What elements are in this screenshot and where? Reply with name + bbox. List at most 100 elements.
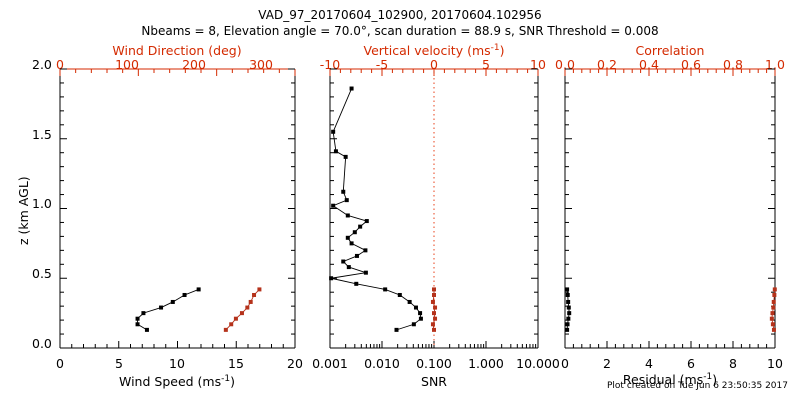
corr-tick-3: 0.6	[681, 57, 701, 72]
data-point	[245, 305, 250, 310]
data-point	[566, 316, 571, 321]
series-residual	[565, 287, 572, 332]
data-point	[345, 235, 350, 240]
data-point	[141, 311, 146, 316]
corr-tick-2: 0.4	[639, 57, 659, 72]
data-point	[432, 287, 436, 292]
resid-tick-1: 2	[603, 356, 611, 371]
y-tick-0: 0.0	[32, 336, 52, 351]
corr-tick-5: 1.0	[765, 57, 785, 72]
data-point	[565, 322, 570, 327]
data-point	[363, 248, 368, 253]
data-point	[566, 299, 571, 304]
data-point	[771, 327, 776, 332]
resid-tick-4: 8	[729, 356, 737, 371]
data-point	[333, 149, 338, 154]
panel-snr-bottom-axis-label: SNR	[421, 374, 447, 389]
wind-dir-tick-0: 0	[56, 57, 64, 72]
data-point	[565, 287, 570, 292]
y-tick-3: 1.5	[32, 127, 52, 142]
vv-tick-4: 10	[530, 57, 546, 72]
wind-dir-tick-1: 100	[115, 57, 139, 72]
data-point	[345, 213, 350, 218]
data-point	[331, 129, 336, 134]
data-point	[229, 322, 234, 327]
data-point	[341, 189, 346, 194]
data-point	[772, 287, 777, 292]
data-point	[430, 299, 435, 304]
vertical-velocity-exponent: -1	[490, 43, 500, 53]
wind-spd-tick-1: 5	[115, 356, 123, 371]
data-point	[354, 281, 359, 286]
data-point	[223, 327, 228, 332]
data-point	[394, 327, 399, 332]
data-point	[196, 287, 201, 292]
snr-tick-2: 0.100	[416, 356, 452, 371]
data-point	[433, 316, 438, 321]
corr-tick-1: 0.2	[597, 57, 617, 72]
data-point	[397, 292, 402, 297]
resid-tick-2: 4	[645, 356, 653, 371]
data-point	[771, 299, 776, 304]
data-point	[418, 316, 423, 321]
residual-exponent: -1	[703, 372, 713, 382]
data-point	[433, 305, 438, 310]
data-point	[135, 322, 140, 327]
series-wind-speed	[135, 287, 201, 332]
data-point	[567, 311, 572, 316]
series-wind-direction	[223, 287, 262, 332]
snr-tick-3: 1.000	[468, 356, 504, 371]
data-point	[252, 292, 257, 297]
wind-spd-tick-2: 10	[169, 356, 185, 371]
wind-spd-tick-4: 20	[287, 356, 303, 371]
data-point	[432, 311, 436, 316]
plot-created-timestamp: Plot created on Tue Jun 6 23:50:35 2017	[607, 381, 788, 391]
figure-title: VAD_97_20170604_102900, 20170604.102956	[258, 8, 542, 22]
data-point	[383, 287, 388, 292]
data-point	[349, 86, 354, 91]
y-tick-2: 1.0	[32, 196, 52, 211]
data-point	[233, 316, 238, 321]
data-point	[772, 292, 777, 297]
series-line	[137, 288, 199, 331]
data-point	[770, 311, 775, 316]
y-tick-1: 0.5	[32, 266, 52, 281]
data-point	[418, 311, 423, 316]
series-line	[331, 88, 422, 331]
corr-tick-4: 0.8	[723, 57, 743, 72]
corr-tick-0: 0.0	[555, 57, 575, 72]
data-point	[770, 322, 775, 327]
vv-tick-2: 0	[430, 57, 438, 72]
series-correlation	[769, 287, 777, 332]
data-point	[411, 322, 416, 327]
data-point	[364, 219, 369, 224]
figure-subtitle: Nbeams = 8, Elevation angle = 70.0°, sca…	[141, 24, 659, 38]
data-point	[565, 292, 570, 297]
snr-tick-4: 10.000	[516, 356, 560, 371]
data-point	[343, 154, 348, 159]
panel-wind-bottom-axis-label: Wind Speed (ms-1)	[119, 374, 235, 390]
snr-tick-0: 0.001	[312, 356, 348, 371]
data-point	[344, 198, 349, 203]
vv-tick-0: -10	[319, 57, 341, 72]
resid-tick-5: 10	[767, 356, 783, 371]
data-point	[566, 305, 571, 310]
wind-spd-tick-0: 0	[56, 356, 64, 371]
data-point	[170, 299, 175, 304]
data-point	[239, 311, 244, 316]
series-snr	[329, 86, 423, 332]
data-point	[257, 287, 262, 292]
data-point	[182, 292, 187, 297]
data-point	[248, 299, 253, 304]
data-point	[771, 305, 776, 310]
data-point	[432, 292, 436, 297]
panel-snr-top-axis-label: Vertical velocity (ms-1)	[363, 43, 505, 59]
data-point	[331, 203, 336, 208]
resid-tick-3: 6	[687, 356, 695, 371]
panel-wind-top-axis-label: Wind Direction (deg)	[112, 43, 242, 58]
snr-tick-1: 0.010	[364, 356, 400, 371]
wind-dir-tick-2: 200	[182, 57, 206, 72]
data-layer	[135, 86, 777, 332]
wind-spd-tick-3: 15	[228, 356, 244, 371]
